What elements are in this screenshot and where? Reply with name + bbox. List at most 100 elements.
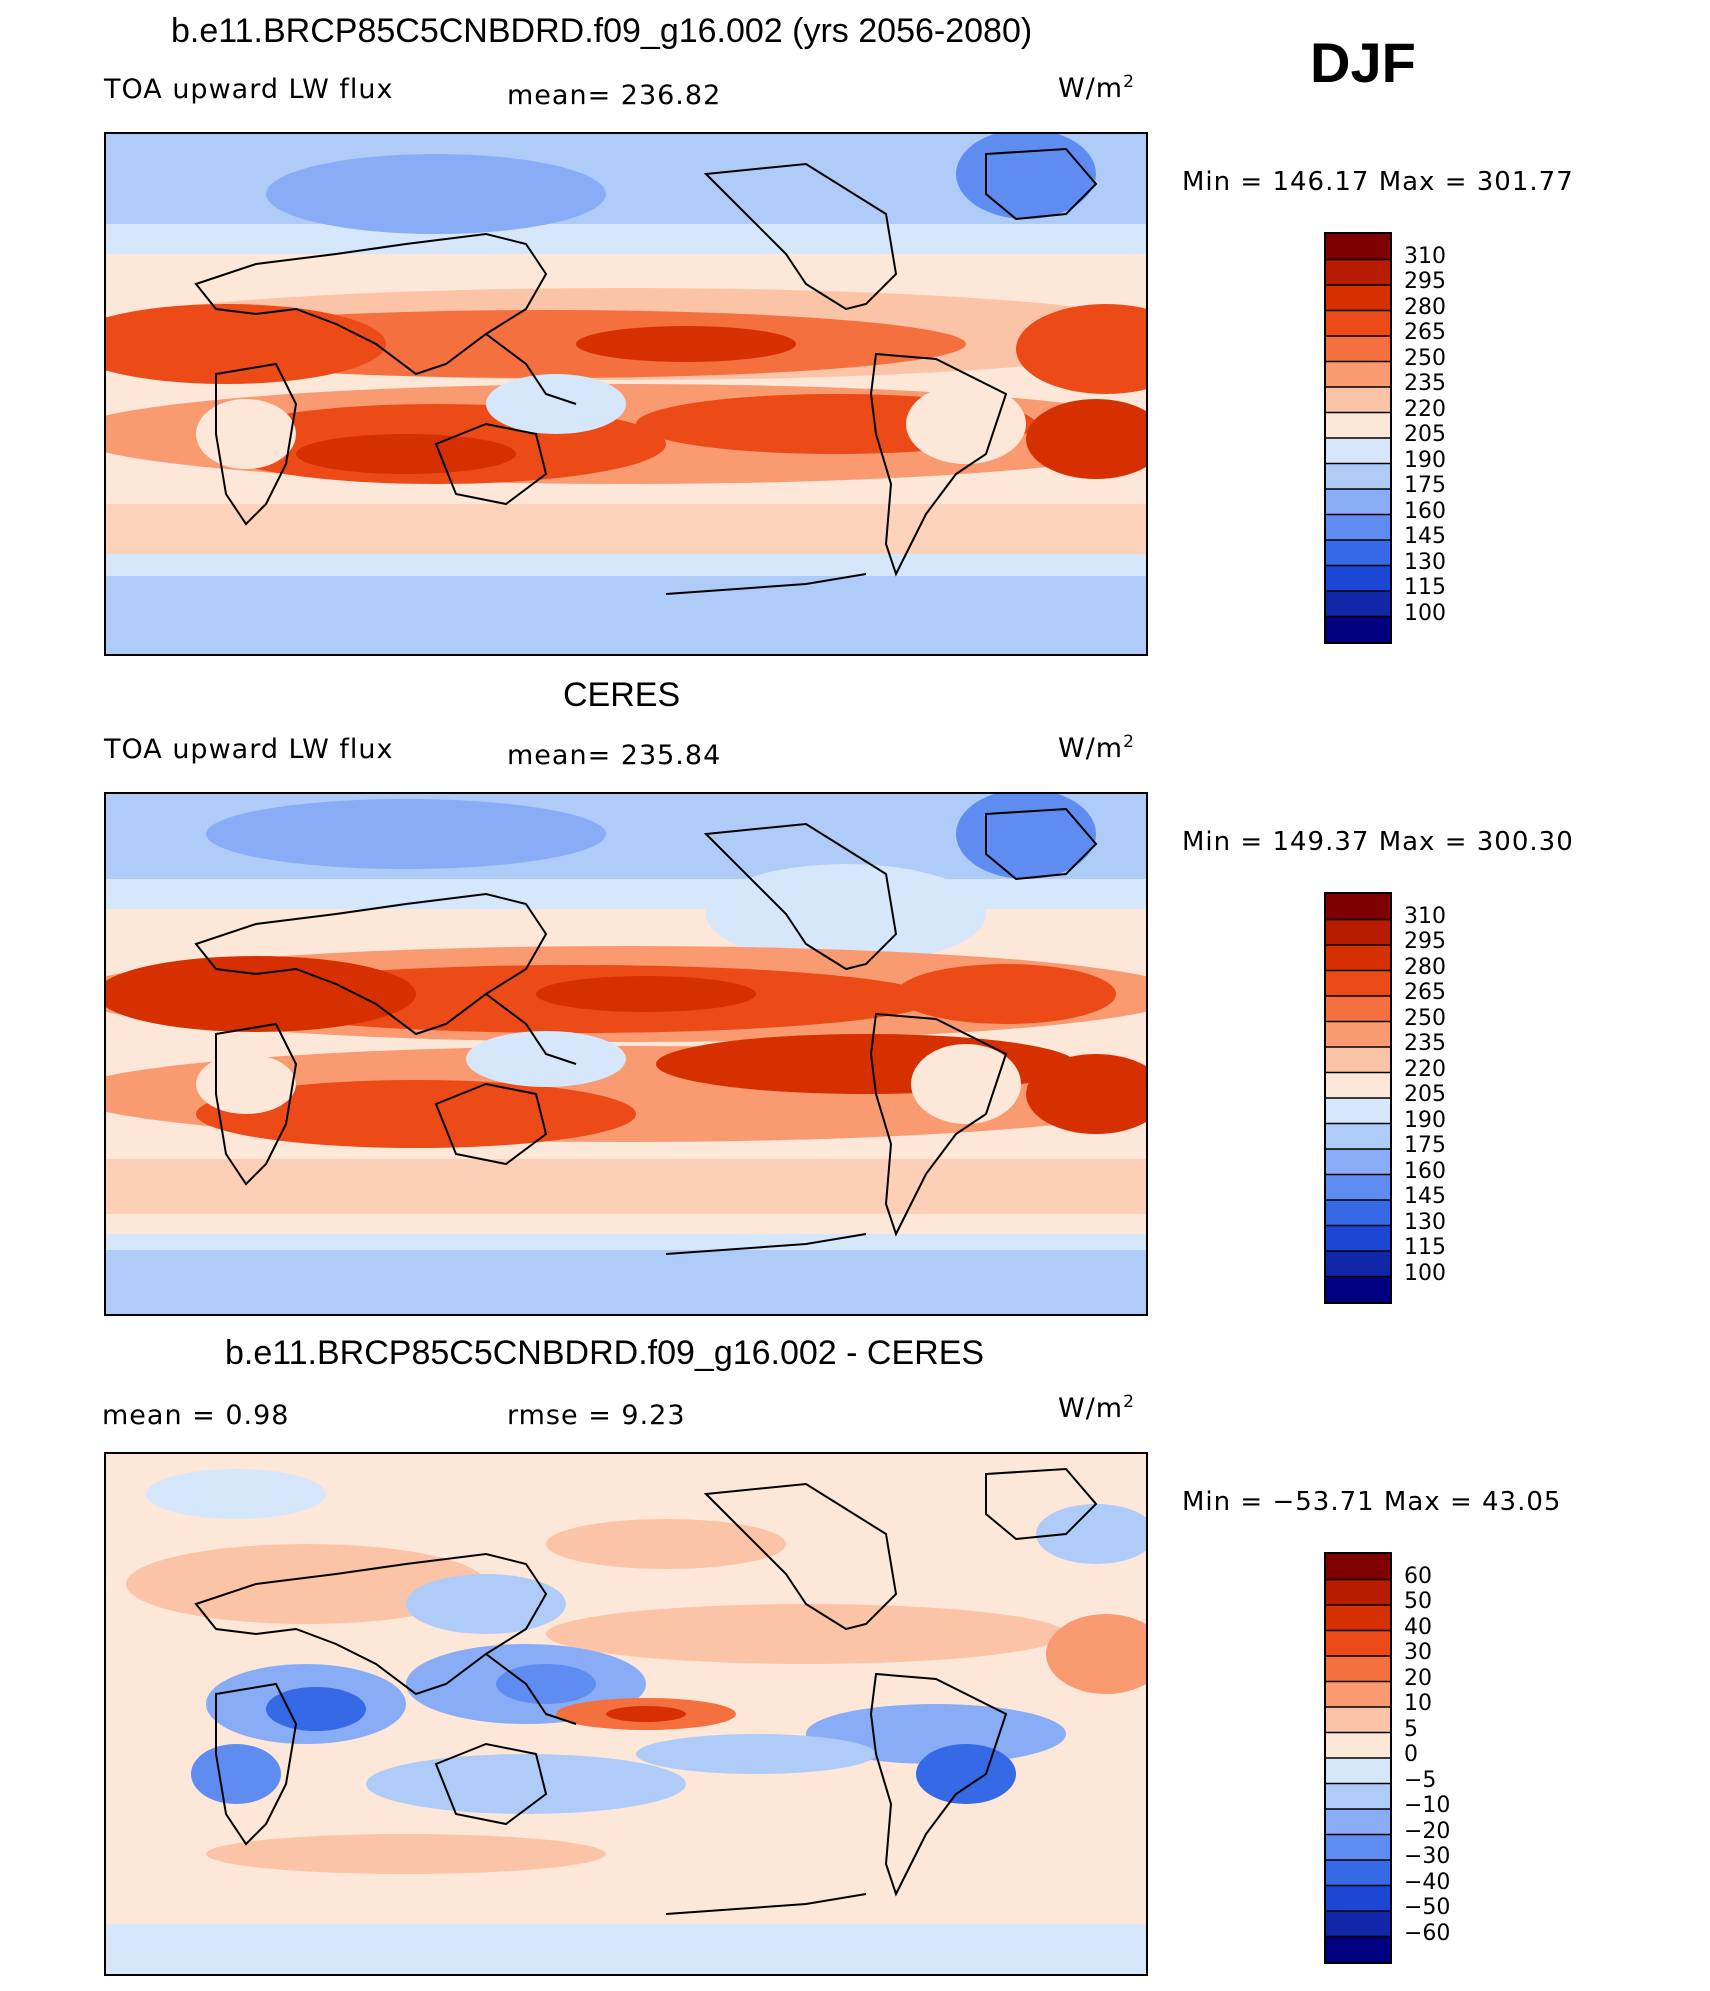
panel3-colorbar [1324,1552,1392,1964]
colorbar-swatch [1326,1911,1390,1937]
colorbar-tick-label: −30 [1404,1844,1451,1869]
colorbar-tick-label: 310 [1404,243,1446,269]
colorbar-swatch [1326,945,1390,971]
colorbar-swatch [1326,1554,1390,1580]
colorbar-swatch [1326,285,1390,311]
panel1-map-svg [106,134,1146,654]
panel1-minmax-label: Min = 146.17 Max = 301.77 [1182,167,1574,197]
colorbar-swatch [1326,1758,1390,1784]
colorbar-swatch [1326,894,1390,920]
panel2-colorbar [1324,892,1392,1304]
colorbar-swatch [1326,463,1390,490]
colorbar-tick-label: 235 [1404,1031,1446,1056]
panel2-variable-label: TOA upward LW flux [104,734,394,765]
panel1-title: b.e11.BRCP85C5CNBDRD.f09_g16.002 (yrs 20… [171,12,1033,50]
colorbar-swatch [1326,1732,1390,1759]
colorbar-tick-label: 130 [1404,1209,1446,1235]
colorbar-tick-label: 40 [1404,1614,1432,1640]
panel1-colorbar-svg [1326,234,1390,642]
colorbar-tick-label: 130 [1404,549,1446,575]
colorbar-tick-label: 250 [1404,1005,1446,1031]
colorbar-tick-label: 295 [1404,269,1446,294]
colorbar-tick-label: 60 [1404,1563,1432,1589]
colorbar-swatch [1326,1834,1390,1861]
panel3-title: b.e11.BRCP85C5CNBDRD.f09_g16.002 - CERES [225,1334,985,1372]
colorbar-tick-label: 220 [1404,1056,1446,1082]
panel2-mean-label: mean= 235.84 [507,740,722,771]
colorbar-swatch [1326,1251,1390,1277]
panel1-colorbar [1324,232,1392,644]
colorbar-swatch [1326,1021,1390,1048]
colorbar-tick-label: 0 [1404,1742,1418,1767]
colorbar-swatch [1326,919,1390,946]
colorbar-swatch [1326,1174,1390,1201]
panel2-colorbar-svg [1326,894,1390,1302]
colorbar-swatch [1326,412,1390,439]
colorbar-swatch [1326,970,1390,997]
panel2-minmax-label: Min = 149.37 Max = 300.30 [1182,827,1574,857]
colorbar-tick-label: 50 [1404,1589,1432,1614]
colorbar-tick-label: 175 [1404,1133,1446,1158]
colorbar-swatch [1326,1098,1390,1124]
panel1-map [104,132,1148,656]
colorbar-swatch [1326,489,1390,515]
colorbar-tick-label: 30 [1404,1640,1432,1665]
panel3-mean-label: mean = 0.98 [102,1400,290,1431]
colorbar-tick-label: 220 [1404,396,1446,422]
colorbar-swatch [1326,616,1390,642]
colorbar-tick-label: −60 [1404,1920,1451,1946]
colorbar-tick-label: 190 [1404,447,1446,473]
colorbar-tick-label: 235 [1404,371,1446,396]
colorbar-tick-label: −40 [1404,1869,1451,1895]
colorbar-swatch [1326,1579,1390,1606]
colorbar-tick-label: 160 [1404,498,1446,524]
colorbar-swatch [1326,1047,1390,1073]
colorbar-tick-label: −20 [1404,1818,1451,1844]
colorbar-swatch [1326,1072,1390,1099]
panel2-units-label: W/m2 [1058,732,1135,764]
colorbar-swatch [1326,1200,1390,1226]
colorbar-tick-label: 115 [1404,1235,1446,1260]
colorbar-swatch [1326,1809,1390,1835]
panel3-units-label: W/m2 [1058,1392,1135,1424]
colorbar-tick-label: 115 [1404,575,1446,600]
colorbar-tick-label: 310 [1404,903,1446,929]
panel3-rmse-label: rmse = 9.23 [507,1400,686,1431]
colorbar-swatch [1326,514,1390,541]
panel1-mean-label: mean= 236.82 [507,80,722,111]
colorbar-tick-label: 265 [1404,980,1446,1005]
colorbar-swatch [1326,1681,1390,1708]
colorbar-tick-label: 175 [1404,473,1446,498]
colorbar-tick-label: −10 [1404,1793,1451,1818]
colorbar-tick-label: 20 [1404,1665,1432,1691]
panel2-map-svg [106,794,1146,1314]
colorbar-swatch [1326,259,1390,286]
colorbar-swatch [1326,1630,1390,1657]
panel2-title: CERES [563,676,681,714]
colorbar-swatch [1326,361,1390,388]
colorbar-swatch [1326,591,1390,617]
season-label: DJF [1310,31,1416,94]
colorbar-tick-label: 145 [1404,1184,1446,1209]
colorbar-tick-label: 265 [1404,320,1446,345]
panel2-map [104,792,1148,1316]
colorbar-swatch [1326,234,1390,260]
colorbar-tick-label: 205 [1404,422,1446,447]
colorbar-swatch [1326,1707,1390,1733]
colorbar-swatch [1326,336,1390,362]
colorbar-swatch [1326,565,1390,592]
colorbar-swatch [1326,1936,1390,1962]
colorbar-swatch [1326,1783,1390,1810]
colorbar-tick-label: 160 [1404,1158,1446,1184]
colorbar-tick-label: 250 [1404,345,1446,371]
panel3-map [104,1452,1148,1976]
colorbar-swatch [1326,1656,1390,1682]
panel3-minmax-label: Min = −53.71 Max = 43.05 [1182,1487,1562,1517]
colorbar-swatch [1326,310,1390,337]
colorbar-swatch [1326,996,1390,1022]
colorbar-tick-label: 100 [1404,1260,1446,1286]
panel3-colorbar-svg [1326,1554,1390,1962]
panel1-units-label: W/m2 [1058,72,1135,104]
colorbar-tick-label: 145 [1404,524,1446,549]
colorbar-swatch [1326,1123,1390,1150]
